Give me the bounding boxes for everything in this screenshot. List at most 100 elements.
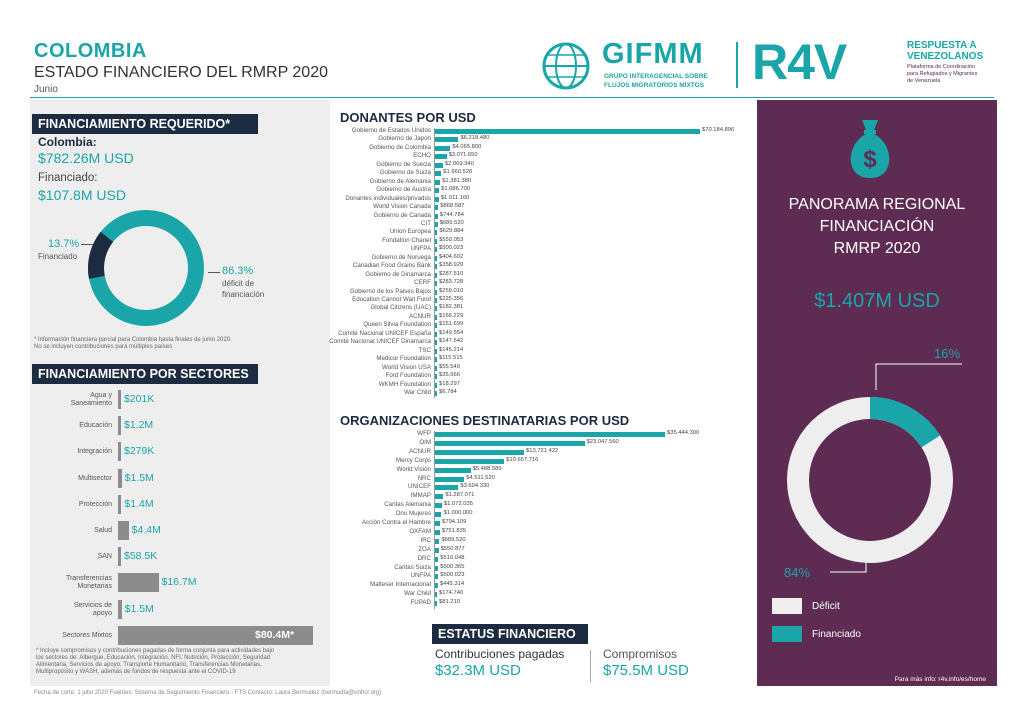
donor-value: $182.381 [439,304,464,311]
org-label: Caritas Suiza [394,563,431,571]
svg-text:$: $ [863,146,877,173]
sector-label-line1: SAN [97,553,112,561]
sector-label-line1: Multisector [78,474,112,482]
donor-label: WKMH Foundation [378,380,431,388]
donor-bar [435,171,442,177]
regional-total: $1.407M USD [814,290,940,312]
sectors-note: * Incluye compromisos y contribuciones p… [36,648,274,676]
donor-bar [435,255,437,261]
donor-label: Ford Foundation [385,372,431,380]
sector-label: SAN [32,553,112,561]
sector-bar [118,625,313,645]
sector-value: $1.5M [124,602,154,615]
r4v-sub-line2: para Refugiados y Migrantes [907,71,978,77]
donor-value: $868.587 [440,203,465,210]
org-value: $3.604.330 [460,483,490,490]
donor-value: $166.229 [439,312,464,319]
donor-value: $259.010 [439,287,464,294]
donor-bar [435,154,447,160]
funding-note-line2: No se incluyen contribuciones para múlti… [34,344,173,350]
sector-label-line1: Integración [77,448,112,456]
org-label: DRC [417,554,431,562]
sector-label-line2: Monetarias [77,583,112,591]
org-bar [435,440,585,446]
org-bar [435,574,439,580]
org-bar [435,449,525,455]
donor-value: $70.184.896 [702,127,735,133]
regional-deficit-pct: 84% [784,565,811,580]
page-title: ESTADO FINANCIERO DEL RMRP 2020 [34,64,328,81]
more-info-link[interactable]: Para más info: r4v.info/es/home [894,676,986,683]
org-label: World Vision [396,465,431,473]
sector-bar [118,416,121,436]
sector-bar [118,521,129,540]
donor-label: Union Europea [389,228,431,236]
org-label: OXFAM [409,527,431,535]
donor-label: World Vision Canada [373,203,431,211]
donor-label: Canadian Food Grains Bank [352,262,431,270]
donor-bar [435,196,439,202]
donor-label: World Vision USA [382,363,431,371]
sector-bar [118,442,121,462]
org-bar [435,476,465,482]
donor-label: Gobierno de Japon [378,135,431,143]
org-label: Acción Contra el Hambre [361,519,431,526]
commit-value: $75.5M USD [603,662,689,679]
donor-label: Gobierno de Suecia [376,160,431,168]
sector-bar [118,599,122,619]
org-value: $500.023 [440,572,465,579]
gifmm-name: GIFMM [602,38,704,70]
org-label: UNFPA [410,572,431,580]
donor-value: $225.356 [439,296,464,302]
donor-bar [435,264,437,270]
sector-label-line1: Transferencias [65,575,112,583]
org-label: UNICEF [407,483,431,491]
donor-bar [435,298,437,303]
funding-note-line1: * Información financiera parcial para Co… [34,337,232,343]
donor-value: $147.542 [439,338,464,345]
org-value: $13.721.422 [526,447,559,454]
org-value: $4.511.520 [466,474,495,481]
donor-bar [435,374,437,380]
donor-bar [435,247,437,253]
donor-bar [435,323,437,329]
colombia-label: Colombia: [38,135,97,149]
country-title: COLOMBIA [34,40,147,62]
regional-funded-arc [869,397,941,448]
org-bar [435,485,459,491]
month-label: Junio [34,84,58,95]
donor-value: $1.086.700 [441,186,471,193]
sector-label: Protección [32,501,112,509]
deficit-pct: 86.3% [222,265,254,277]
org-bar [435,503,442,509]
donor-label: Gobierno de Alemania [369,177,431,185]
chart-axis [434,431,435,609]
donors-title: DONANTES POR USD [340,110,476,125]
sector-bar [118,390,121,409]
chart-axis [434,128,435,399]
donor-label: Gobierno de Noruega [371,253,431,261]
sectors-note-line3: Alimentaria, Servicios de apoyo, Transpo… [36,662,262,668]
header-divider [30,97,994,98]
r4v-title: RESPUESTA A VENEZOLANOS [907,40,983,62]
gifmm-sub1: GRUPO INTERAGENCIAL SOBRE [604,73,708,80]
status-divider [590,650,591,682]
gifmm-sub2: FLUJOS MIGRATORIOS MIXTOS [604,82,705,89]
org-value: $81.210 [439,599,460,606]
donor-bar [435,188,440,194]
donor-bar [435,281,437,287]
donor-label: Comité Nacional UNICEF Dinamarca [329,338,431,346]
donor-bar [435,390,437,396]
regional-donut-chart [787,363,962,573]
donor-value: $1.011.160 [440,194,470,201]
sector-label: Multisector [32,475,112,483]
r4v-logo: R4V [752,34,847,90]
donor-bar [435,348,437,354]
donor-label: CIT [421,219,431,227]
org-label: Onu Mujeres [395,510,431,518]
donor-bar [435,179,441,185]
org-bar [435,494,444,500]
sector-label: Transferencias Monetarias [32,575,112,591]
sector-label-line2: Saneamiento [70,400,112,407]
left-panel [30,100,330,686]
